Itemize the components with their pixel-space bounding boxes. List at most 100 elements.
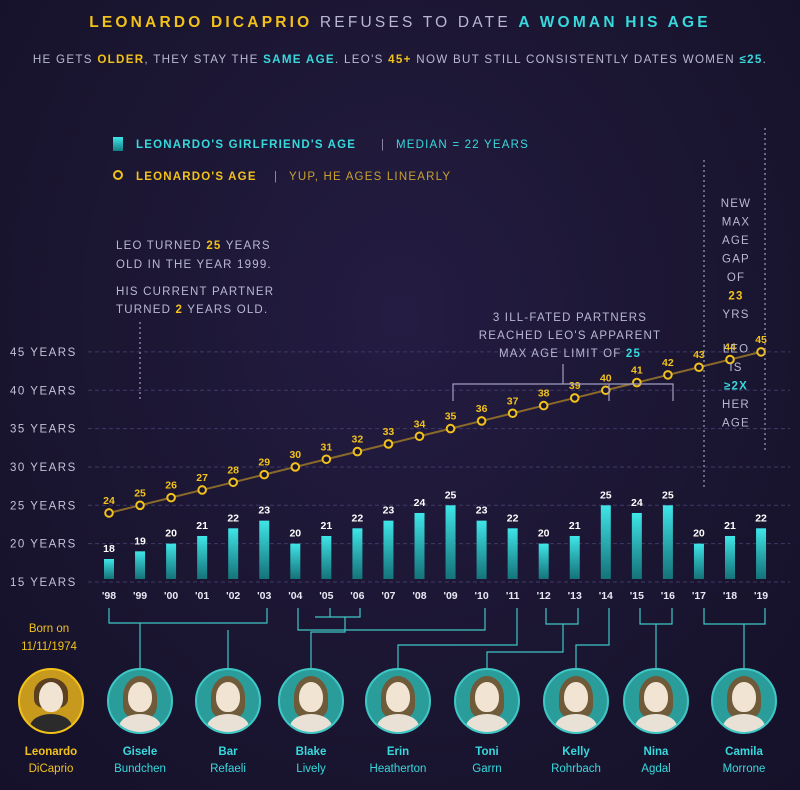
x-tick-label: '11	[506, 590, 520, 602]
person-card: Toni Garrn	[444, 668, 530, 775]
bar-portrait	[195, 668, 261, 734]
bar	[756, 528, 767, 579]
note-right-line: OF	[727, 272, 745, 284]
leo-age-point	[383, 439, 394, 449]
legend-gf-note: MEDIAN = 22 YEARS	[396, 139, 529, 151]
leo-age-label: 39	[569, 380, 581, 392]
leo-age-point	[321, 454, 332, 465]
leo-age-label: 28	[227, 464, 239, 476]
person-first-name: Erin	[386, 746, 410, 758]
note-right-line: ≥2X	[724, 381, 748, 393]
person-last-name: Heatherton	[369, 763, 427, 775]
x-tick-label: '06	[350, 590, 364, 602]
bar	[631, 512, 642, 579]
leo-age-point	[445, 423, 456, 434]
note-right-line: HER	[722, 399, 750, 411]
leo-age-point	[663, 370, 673, 380]
leonardo-portrait	[18, 668, 84, 734]
leo-age-point	[569, 393, 580, 403]
person-first-name: Toni	[475, 746, 499, 758]
note-middle: 3 ILL-FATED PARTNERS REACHED LEO'S APPAR…	[452, 312, 674, 401]
note-left-line-2: OLD IN THE YEAR 1999.	[116, 259, 272, 271]
leo-age-point	[414, 431, 425, 442]
x-tick-label: '04	[288, 590, 302, 602]
born-label: Born on	[28, 623, 70, 635]
legend-bar-swatch	[113, 137, 123, 151]
leo-age-label: 25	[134, 487, 146, 499]
title-part-1: LEONARDO DICAPRIO	[89, 14, 313, 31]
bar	[135, 551, 146, 579]
bar	[228, 528, 239, 579]
leo-age-point	[756, 347, 766, 357]
leo-age-point	[538, 400, 549, 411]
bar-value-label: 18	[103, 543, 115, 555]
leo-age-point	[135, 500, 145, 511]
leo-age-label: 29	[258, 457, 270, 469]
note-right-line: NEW	[721, 198, 751, 210]
person-last-name: DiCaprio	[28, 763, 74, 775]
x-tick-label: '01	[195, 590, 209, 602]
y-tick-label: 45 YEARS	[10, 347, 77, 359]
note-right: NEW MAX AGE GAP OF 23 YRS LEO IS ≥2X HER AGE	[721, 198, 751, 430]
leo-age-label: 40	[600, 372, 612, 384]
title-part-2: REFUSES TO DATE	[319, 14, 511, 31]
note-left-line-1: LEO TURNED 25 YEARS	[116, 240, 271, 252]
leo-age-label: 36	[476, 403, 488, 415]
x-tick-label: '13	[568, 590, 582, 602]
bar-value-label: 25	[600, 489, 612, 501]
bar-value-label: 20	[538, 528, 550, 540]
person-last-name: Lively	[296, 763, 326, 775]
bar	[104, 558, 114, 579]
bar	[166, 543, 177, 579]
bar-value-label: 22	[352, 512, 364, 524]
person-first-name: Blake	[295, 746, 327, 758]
bar-value-label: 24	[631, 497, 643, 509]
legend-leo-label: LEONARDO'S AGE	[136, 171, 257, 183]
bar	[662, 505, 673, 579]
bar	[290, 543, 301, 579]
person-first-name: Camila	[725, 746, 763, 758]
leo-age-point	[725, 354, 735, 365]
camila-portrait	[711, 668, 777, 734]
person-last-name: Morrone	[722, 763, 766, 775]
x-tick-label: '14	[599, 590, 613, 602]
x-tick-label: '15	[630, 590, 644, 602]
note-right-line: LEO	[723, 344, 750, 356]
leo-age-label: 37	[507, 395, 519, 407]
subtitle-b: OLDER	[97, 53, 145, 66]
x-tick-label: '02	[226, 590, 240, 602]
y-tick-label: 15 YEARS	[10, 577, 77, 589]
bar-value-label: 23	[383, 505, 395, 517]
x-tick-label: '07	[381, 590, 395, 602]
y-tick-label: 20 YEARS	[10, 539, 77, 551]
subtitle-d: SAME AGE	[263, 53, 335, 66]
bar-value-label: 21	[196, 520, 208, 532]
page-title: LEONARDO DICAPRIO REFUSES TO DATE A WOMA…	[0, 14, 800, 32]
bar-value-label: 20	[165, 528, 177, 540]
x-tick-label: '18	[723, 590, 737, 602]
bar-value-label: 19	[134, 535, 146, 547]
leo-age-label: 35	[445, 411, 457, 423]
subtitle-f: 45+	[388, 53, 412, 66]
leo-age-label: 24	[103, 495, 115, 507]
leo-age-point	[104, 508, 114, 518]
leo-age-point	[694, 362, 704, 373]
leo-age-point	[632, 377, 642, 388]
person-card: Erin Heatherton	[355, 668, 441, 775]
person-last-name: Garrn	[472, 763, 502, 775]
person-last-name: Bundchen	[114, 763, 166, 775]
note-right-line: IS	[729, 362, 742, 374]
leo-age-point	[352, 446, 363, 457]
leo-age-point	[166, 492, 176, 503]
bar-value-label: 22	[755, 512, 767, 524]
person-card: Camila Morrone	[701, 668, 787, 775]
partner-connectors	[108, 608, 766, 668]
x-tick-label: '05	[319, 590, 333, 602]
note-mid-line-3: MAX AGE LIMIT OF 25	[499, 348, 641, 360]
leo-age-point	[197, 485, 207, 495]
leo-age-label: 30	[289, 449, 301, 461]
leo-age-point	[507, 408, 518, 419]
subtitle-c: , THEY STAY THE	[144, 53, 264, 66]
